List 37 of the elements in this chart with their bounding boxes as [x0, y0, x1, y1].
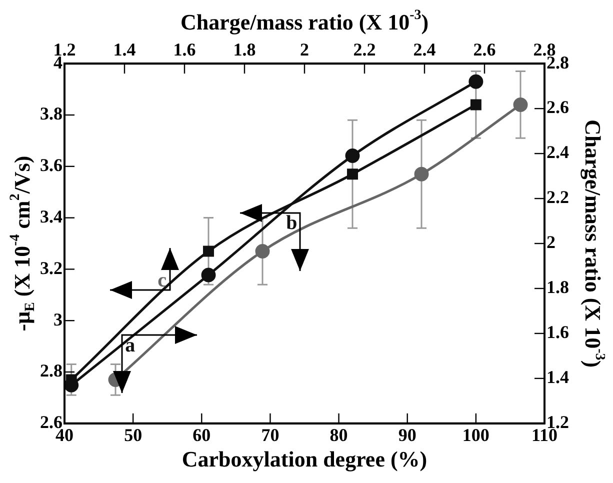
x2-tick-label: 2.4	[413, 39, 436, 60]
y-tick-label: 3.6	[40, 155, 62, 176]
y-tick-label: 2.8	[40, 360, 62, 381]
y2-tick-label: 2.2	[546, 187, 569, 208]
point	[345, 148, 360, 164]
point	[468, 74, 484, 89]
x2-tick-label: 2.6	[473, 39, 496, 60]
point	[201, 268, 216, 282]
y2-tick-label: 1.4	[546, 367, 569, 388]
x2-tick-label: 2	[300, 39, 309, 60]
y-axis-title: -μE (X 10-4 cm2/Vs)	[8, 156, 38, 332]
x-tick-label: 70	[261, 424, 280, 445]
series-label: b	[286, 212, 298, 234]
y2-tick-label: 1.8	[546, 277, 569, 298]
y-tick-label: 3.2	[40, 258, 62, 278]
point	[347, 168, 358, 180]
y2-tick-label: 2	[546, 232, 556, 252]
y2-tick-label: 2.6	[546, 97, 569, 118]
series-label: c	[158, 269, 167, 292]
x-axis-title: Carboxylation degree (%)	[182, 446, 428, 472]
x2-tick-label: 1.8	[233, 39, 256, 60]
y2-tick-label: 1.6	[546, 322, 569, 342]
y-tick-label: 3	[54, 309, 62, 330]
y2-tick-label: 2.4	[546, 142, 569, 162]
point	[470, 99, 482, 110]
x-tick-label: 90	[398, 424, 416, 445]
x2-tick-label: 1.4	[113, 39, 136, 60]
x-tick-label: 50	[124, 424, 142, 445]
x-tick-label: 80	[330, 424, 348, 445]
x2-tick-label: 2.2	[353, 39, 376, 60]
y-tick-label: 3.8	[40, 104, 62, 124]
point	[203, 246, 214, 257]
x-tick-label: 100	[462, 424, 490, 445]
x2-tick-label: 1.6	[173, 39, 196, 60]
series-label: a	[125, 334, 136, 356]
y-tick-label: 3.4	[40, 206, 62, 226]
x-tick-label: 60	[192, 424, 211, 445]
